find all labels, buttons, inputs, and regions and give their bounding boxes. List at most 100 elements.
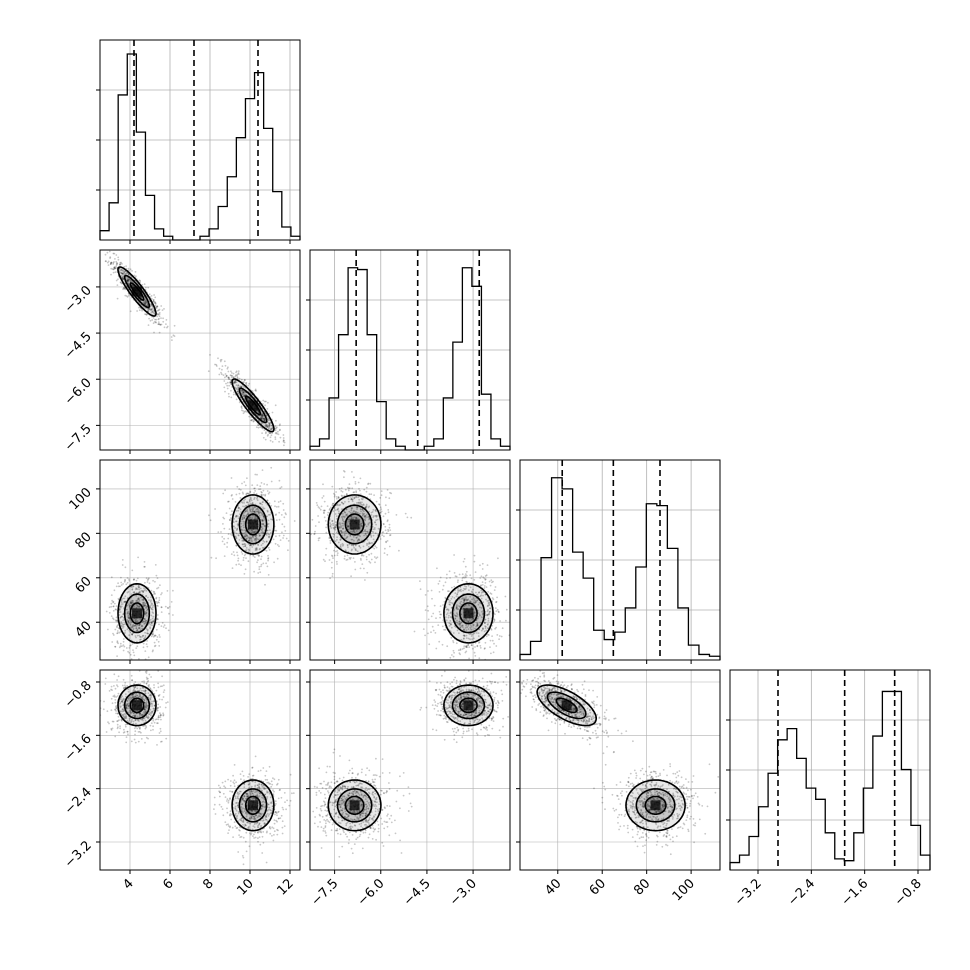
scatter-point [266, 483, 268, 486]
scatter-point [496, 608, 499, 611]
scatter-point [353, 476, 355, 479]
scatter-point [258, 555, 260, 557]
scatter-point [329, 507, 331, 510]
scatter-point [267, 533, 270, 536]
scatter-point [338, 526, 341, 529]
contour-line [344, 513, 365, 536]
scatter-point [386, 553, 389, 556]
scatter-point [456, 621, 458, 624]
scatter-point [243, 516, 246, 519]
scatter-point [159, 636, 161, 638]
scatter-point [127, 697, 130, 700]
scatter-point [122, 287, 125, 290]
contour-line [129, 602, 145, 625]
scatter-point [314, 525, 317, 527]
scatter-point [469, 574, 472, 577]
scatter-point [468, 633, 471, 636]
scatter-point [120, 584, 123, 586]
scatter-point [161, 309, 164, 311]
scatter-point [158, 599, 161, 602]
scatter-point [257, 509, 259, 512]
scatter-point [264, 425, 266, 428]
scatter-point [348, 510, 351, 513]
scatter-point [139, 636, 142, 638]
scatter-point [283, 516, 286, 519]
scatter-point [140, 638, 142, 641]
scatter-point [121, 700, 124, 702]
scatter-point [448, 622, 451, 624]
scatter-point [458, 623, 461, 626]
scatter-point [147, 324, 150, 326]
scatter-point [156, 305, 159, 308]
scatter-point [157, 323, 160, 325]
scatter-point [149, 618, 152, 621]
scatter-point [139, 592, 142, 594]
scatter-point [362, 545, 365, 548]
scatter-point [115, 254, 118, 256]
scatter-point [237, 534, 240, 536]
scatter-point [152, 322, 155, 325]
scatter-point [497, 610, 500, 613]
scatter-point [347, 525, 349, 528]
scatter-point [385, 541, 387, 544]
scatter-point [143, 682, 146, 684]
scatter-point [481, 562, 484, 565]
scatter-point [274, 436, 277, 439]
scatter-point [121, 710, 124, 713]
scatter-point [242, 520, 245, 523]
scatter-point [347, 520, 350, 523]
scatter-point [116, 640, 119, 643]
scatter-point [410, 516, 413, 519]
scatter-point [236, 515, 239, 518]
scatter-point [474, 663, 476, 665]
scatter-point [228, 528, 231, 530]
scatter-point [323, 516, 326, 519]
scatter-point [143, 724, 146, 727]
scatter-point [246, 534, 249, 537]
scatter-point [166, 590, 169, 592]
scatter-point [130, 601, 133, 604]
scatter-point [496, 596, 498, 599]
scatter-point [452, 641, 455, 644]
scatter-point [133, 274, 136, 277]
scatter-point [375, 515, 378, 517]
scatter-point [235, 387, 237, 390]
scatter-point [142, 642, 145, 645]
scatter-point [265, 562, 267, 565]
panel-frame [99, 249, 301, 451]
scatter-point [241, 543, 244, 546]
scatter-point [143, 306, 146, 309]
scatter-point [117, 720, 119, 722]
scatter-point [457, 649, 460, 652]
scatter-point [143, 604, 146, 607]
scatter-point [121, 684, 124, 687]
scatter-point [118, 731, 120, 734]
scatter-point [447, 598, 450, 601]
scatter-point [126, 703, 129, 706]
scatter-point [334, 526, 337, 529]
scatter-point [110, 709, 113, 712]
scatter-point [367, 522, 370, 525]
scatter-point [260, 558, 262, 561]
scatter-point [161, 685, 164, 687]
scatter-point [372, 531, 375, 533]
scatter-point [224, 390, 226, 393]
scatter-point [484, 582, 487, 584]
scatter-point [242, 385, 245, 388]
scatter-point [128, 647, 131, 649]
scatter-point [139, 627, 141, 629]
scatter-point [265, 541, 268, 543]
scatter-point [150, 712, 153, 715]
scatter-point [336, 504, 339, 507]
scatter-point [155, 596, 158, 599]
scatter-point [250, 419, 253, 422]
scatter-point [129, 602, 132, 605]
scatter-point [121, 272, 124, 275]
scatter-point [243, 542, 246, 545]
scatter-point [267, 525, 269, 528]
scatter-point [250, 536, 252, 539]
scatter-point [252, 544, 255, 547]
scatter-point [150, 622, 153, 624]
scatter-point [331, 561, 333, 564]
scatter-point [274, 438, 277, 440]
